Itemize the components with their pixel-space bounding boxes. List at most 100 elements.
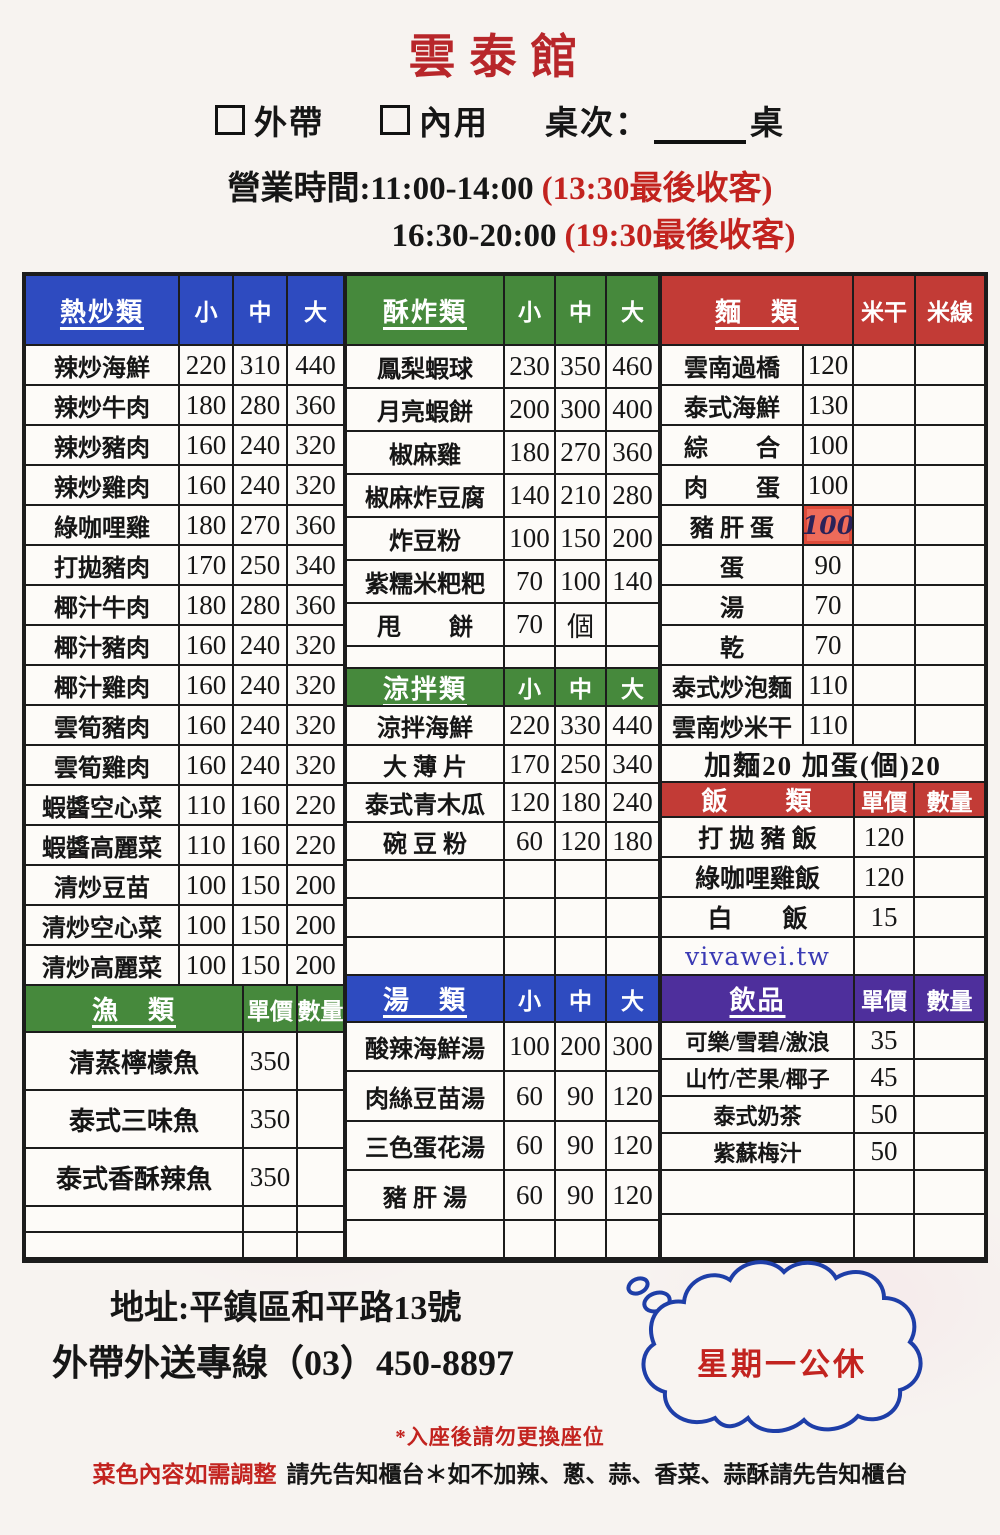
drinks-price: 45 — [855, 1060, 915, 1095]
fish-column-header-1: 單價 — [244, 986, 298, 1031]
section-soups: 湯 類小中大酸辣海鮮湯 100 200 300 肉絲豆苗湯 60 90 120 三色蛋花湯 60 9… — [347, 976, 658, 1259]
noodles-fill-cell[interactable] — [916, 666, 984, 704]
cold-item-name: 泰式青木瓜 — [347, 784, 505, 821]
noodles-fill-cell[interactable] — [854, 586, 916, 624]
fish-fill-cell[interactable] — [298, 1091, 343, 1147]
fried-price: 180 — [505, 432, 556, 473]
drinks-fill-cell[interactable] — [915, 1134, 984, 1169]
soup-column-header-3: 大 — [621, 988, 644, 1014]
dinein-checkbox[interactable] — [380, 105, 410, 135]
drinks-column-header-2: 數量 — [926, 988, 973, 1014]
hot-price: 240 — [234, 666, 288, 704]
drinks-fill-cell[interactable] — [915, 1171, 984, 1213]
noodles-item-name: 雲南炒米干 — [662, 706, 804, 744]
fried-row-0: 鳳梨蝦球 230 350 460 — [347, 346, 658, 389]
drinks-fill-cell[interactable] — [915, 1097, 984, 1132]
noodles-fill-cell[interactable] — [916, 466, 984, 504]
soup-fill-cell — [505, 1221, 556, 1257]
hot-row-7: 椰汁豬肉 160 240 320 — [26, 626, 343, 666]
noodles-fill-cell[interactable] — [854, 506, 916, 544]
dinein-label: 內用 — [419, 106, 489, 142]
hot-price: 320 — [295, 749, 336, 780]
fried-price: 300 — [556, 389, 607, 430]
drinks-fill-cell[interactable] — [915, 1060, 984, 1095]
fish-fill-cell[interactable] — [298, 1033, 343, 1089]
hot-price: 220 — [180, 346, 234, 384]
drinks-fill-cell — [855, 1171, 915, 1213]
noodles-fill-cell[interactable] — [916, 386, 984, 424]
soup-price: 100 — [505, 1023, 556, 1070]
rice-fill-cell[interactable] — [915, 858, 984, 896]
noodles-item-name: 雲南過橋 — [662, 346, 804, 384]
soup-row-3: 豬 肝 湯 60 90 120 — [347, 1171, 658, 1221]
cold-price: 240 — [612, 787, 653, 817]
rice-fill-cell[interactable] — [915, 818, 984, 856]
dinein-option[interactable]: 內用 — [380, 105, 489, 142]
cold-row-3: 碗 豆 粉 60 120 180 — [347, 823, 658, 861]
takeout-checkbox[interactable] — [215, 105, 245, 135]
hot-row-5: 打拋豬肉 170 250 340 — [26, 546, 343, 586]
cold-section-title: 涼拌類 — [347, 669, 505, 705]
hot-row-15: 清炒高麗菜 100 150 200 — [26, 946, 343, 986]
hot-price: 110 — [180, 826, 234, 864]
hot-row-2: 辣炒豬肉 160 240 320 — [26, 426, 343, 466]
fish-row-1: 泰式三味魚 350 — [26, 1091, 343, 1149]
noodles-row-9: 雲南炒米干 110 — [662, 706, 984, 746]
rice-fill-cell[interactable] — [915, 898, 984, 936]
drinks-fill-cell[interactable] — [915, 1215, 984, 1257]
fried-price: 100 — [505, 518, 556, 559]
noodles-fill-cell[interactable] — [916, 346, 984, 384]
cold-item-name: 大 薄 片 — [347, 746, 505, 782]
noodles-price: 100 — [804, 506, 854, 544]
customization-note-black: 請先告知櫃台＊如不加辣、蔥、蒜、香菜、蒜酥請先告知櫃台 — [286, 1462, 908, 1487]
rice-row-2: 白 飯 15 — [662, 898, 984, 938]
noodles-fill-cell[interactable] — [854, 666, 916, 704]
cold-price: 180 — [556, 784, 607, 821]
noodles-fill-cell[interactable] — [854, 626, 916, 664]
drinks-fill-cell[interactable] — [915, 1023, 984, 1058]
noodles-fill-cell[interactable] — [916, 426, 984, 464]
noodles-fill-cell[interactable] — [854, 346, 916, 384]
noodles-fill-cell[interactable] — [854, 466, 916, 504]
fried-column-header-3: 大 — [621, 300, 644, 325]
noodles-fill-cell[interactable] — [916, 626, 984, 664]
noodles-fill-cell[interactable] — [916, 506, 984, 544]
rice-fill-cell[interactable] — [915, 938, 984, 974]
takeout-option[interactable]: 外帶 — [215, 105, 324, 142]
noodles-row-7: 乾 70 — [662, 626, 984, 666]
fish-fill-cell[interactable] — [298, 1233, 343, 1257]
noodles-fill-cell[interactable] — [854, 426, 916, 464]
fried-column-header-1: 小 — [505, 276, 556, 344]
hot-row-1: 辣炒牛肉 180 280 360 — [26, 386, 343, 426]
drinks-column-header-1: 單價 — [855, 976, 915, 1021]
noodles-fill-cell[interactable] — [854, 546, 916, 584]
hot-item-name: 蝦醬空心菜 — [26, 786, 180, 824]
fish-fill-cell[interactable] — [298, 1149, 343, 1205]
hot-item-name: 椰汁雞肉 — [26, 666, 180, 704]
table-number-field[interactable] — [654, 110, 746, 144]
cold-item-name — [347, 899, 505, 936]
soup-price: 90 — [556, 1122, 607, 1169]
hot-price: 110 — [180, 786, 234, 824]
noodles-fill-cell[interactable] — [916, 706, 984, 744]
noodles-fill-cell[interactable] — [916, 586, 984, 624]
drinks-header-row: 飲品 單價 數量 — [662, 976, 984, 1023]
fried-price: 200 — [612, 523, 653, 553]
drinks-row-3: 紫蘇梅汁 50 — [662, 1134, 984, 1171]
noodles-fill-cell[interactable] — [916, 546, 984, 584]
rice-item-name: vivawei.tw — [662, 938, 855, 974]
hot-row-4: 綠咖哩雞 180 270 360 — [26, 506, 343, 546]
section-rice: 飯 類單價 數量打 拋 豬 飯 120 綠咖哩雞飯 120 白 飯 15 vivawei.tw — [662, 783, 984, 976]
hot-price: 170 — [180, 546, 234, 584]
cold-fill-cell — [556, 861, 607, 897]
fish-column-header-2: 數量 — [298, 998, 343, 1024]
cold-price: 340 — [612, 748, 653, 779]
noodles-fill-cell[interactable] — [854, 386, 916, 424]
drinks-item-name: 山竹/芒果/椰子 — [662, 1060, 855, 1095]
noodles-item-name: 蛋 — [662, 546, 804, 584]
fish-item-name: 泰式三味魚 — [26, 1091, 244, 1147]
soup-header-row: 湯 類小中大 — [347, 976, 658, 1023]
noodles-fill-cell[interactable] — [854, 706, 916, 744]
table-label: 桌次： — [545, 106, 650, 142]
fish-fill-cell[interactable] — [298, 1207, 343, 1231]
